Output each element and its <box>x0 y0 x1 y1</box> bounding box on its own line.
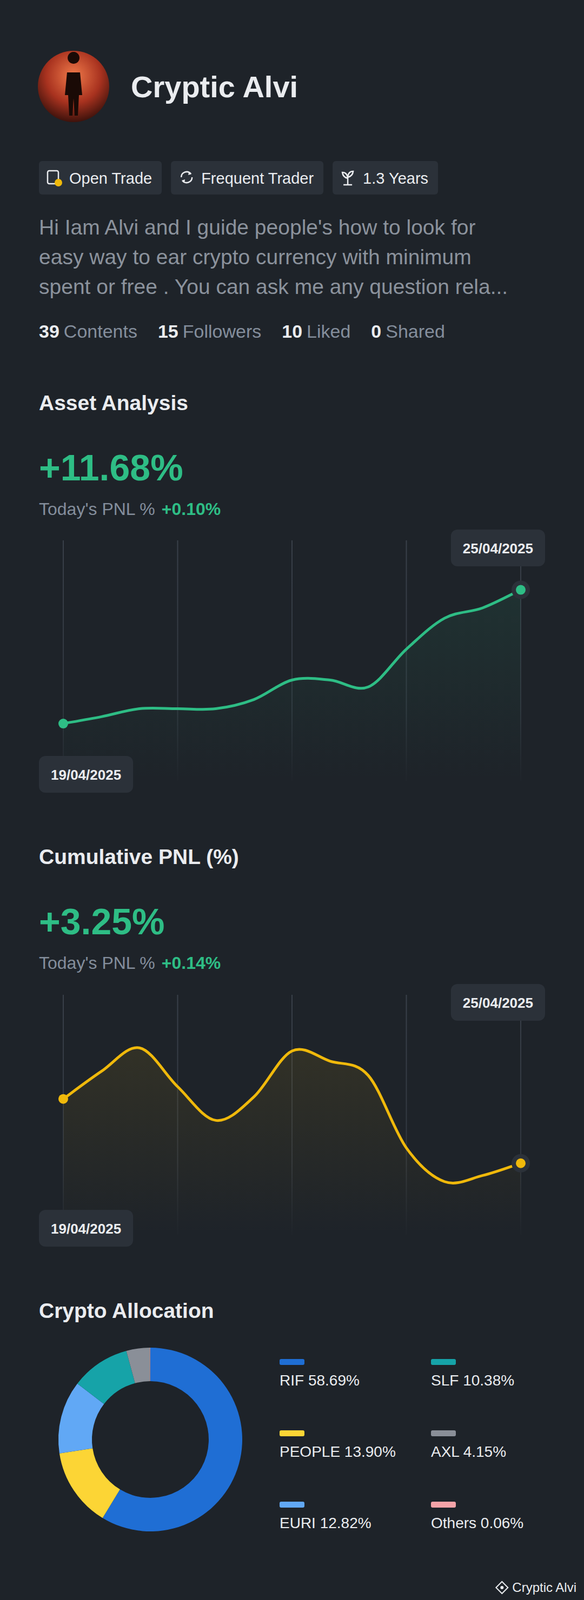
background <box>0 0 584 1600</box>
tag: 1.3 Years <box>332 161 438 195</box>
section-title: Crypto Allocation <box>38 1299 215 1324</box>
today-value: +0.10% <box>161 499 221 520</box>
legend-label: AXL 4.15% <box>430 1444 507 1462</box>
tag-label: Frequent Trader <box>201 169 314 188</box>
donut-slice <box>59 1449 121 1519</box>
legend-name: AXL <box>430 1444 460 1462</box>
date-box <box>450 984 546 1022</box>
today-label: Today's PNL % <box>38 499 156 520</box>
avatar-figure <box>64 51 83 116</box>
line-area <box>63 590 521 782</box>
line-series <box>63 1048 521 1185</box>
watermark: Cryptic Alvi <box>512 1581 577 1596</box>
donut-slice <box>77 1351 136 1405</box>
headline-value: +3.25% <box>38 901 165 943</box>
legend-value: 13.90% <box>344 1444 396 1462</box>
legend-swatch <box>430 1502 456 1509</box>
tag-box <box>170 161 324 195</box>
avatar <box>37 50 110 123</box>
bio-line: easy way to ear crypto currency with min… <box>38 245 472 269</box>
legend-value: 12.82% <box>320 1515 372 1533</box>
legend-swatch <box>430 1431 456 1438</box>
legend-name: Others <box>430 1515 477 1533</box>
legend-label: SLF 10.38% <box>430 1372 515 1390</box>
legend-label: EURI 12.82% <box>279 1515 372 1533</box>
section-title: Cumulative PNL (%) <box>38 845 240 869</box>
stat-label: Shared <box>385 321 446 342</box>
legend-swatch <box>279 1431 305 1438</box>
date-box <box>38 756 134 794</box>
start-dot <box>58 719 69 729</box>
tag-box <box>332 161 438 195</box>
watermark-icon <box>500 1587 504 1591</box>
line-series <box>63 590 521 725</box>
date-labels: 19/04/2025 25/04/2025 <box>38 984 546 1248</box>
tag: Frequent Trader <box>170 161 324 195</box>
tag: Open Trade <box>38 161 162 195</box>
legend-swatch <box>279 1502 305 1509</box>
screen: Cryptic Alvi Open Trade Frequent Trader 1.3… <box>0 0 584 1600</box>
plot-area <box>58 581 530 782</box>
tag-icon <box>54 178 63 187</box>
stat-value: 0 <box>370 321 382 342</box>
end-dot-halo <box>511 581 530 600</box>
bio-line: Hi Iam Alvi and I guide people's how to … <box>38 215 476 240</box>
stat-label: Contents <box>63 321 138 342</box>
bio-line: spent or free . You can ask me any quest… <box>38 275 508 299</box>
date-box <box>450 529 546 567</box>
legend-swatch <box>430 1359 456 1366</box>
legend-value: 58.69% <box>308 1372 360 1390</box>
stat-label: Followers <box>182 321 262 342</box>
today-value: +0.14% <box>161 953 221 974</box>
section-title: Asset Analysis <box>38 391 189 415</box>
donut-slice <box>149 1348 151 1383</box>
profile-name: Cryptic Alvi <box>130 69 298 104</box>
stat-value: 15 <box>157 321 179 342</box>
end-dot <box>515 1159 526 1170</box>
legend-value: 10.38% <box>462 1372 515 1390</box>
date-box <box>38 1210 134 1248</box>
donut-slice <box>126 1348 151 1385</box>
legend-swatch <box>279 1359 305 1366</box>
legend-name: RIF <box>279 1372 304 1390</box>
legend-label: PEOPLE 13.90% <box>279 1444 396 1462</box>
line-chart: 19/04/2025 25/04/2025 <box>38 984 546 1248</box>
today-label: Today's PNL % <box>38 953 156 974</box>
headline-value: +11.68% <box>38 447 184 489</box>
date-label: 25/04/2025 <box>462 995 534 1012</box>
tag-label: Open Trade <box>69 169 152 188</box>
line-area <box>63 1048 521 1236</box>
stat-label: Liked <box>306 321 351 342</box>
end-dot-halo <box>511 1155 530 1174</box>
legend: RIF 58.69% PEOPLE 13.90% EURI 12.82% SLF 10… <box>279 1359 524 1533</box>
tag-icon <box>181 171 192 183</box>
line-chart: 19/04/2025 25/04/2025 <box>38 529 546 794</box>
stat-value: 39 <box>38 321 60 342</box>
tag-icon <box>181 171 192 183</box>
legend-value: 0.06% <box>480 1515 524 1533</box>
donut <box>58 1348 243 1533</box>
date-label: 19/04/2025 <box>50 767 122 784</box>
watermark-icon <box>495 1582 508 1595</box>
plot-area <box>58 1048 530 1236</box>
date-label: 19/04/2025 <box>50 1221 122 1238</box>
legend-label: Others 0.06% <box>430 1515 524 1533</box>
legend-name: SLF <box>430 1372 459 1390</box>
end-dot <box>515 585 526 596</box>
legend-name: EURI <box>279 1515 316 1533</box>
date-labels: 19/04/2025 25/04/2025 <box>38 529 546 794</box>
start-dot <box>58 1095 69 1105</box>
legend-label: RIF 58.69% <box>279 1372 360 1390</box>
tag-icon <box>342 171 354 185</box>
stat-value: 10 <box>281 321 303 342</box>
legend-value: 4.15% <box>463 1444 507 1462</box>
tag-label: 1.3 Years <box>362 169 429 188</box>
date-label: 25/04/2025 <box>462 540 534 557</box>
legend-name: PEOPLE <box>279 1444 341 1462</box>
page: { "profile": { "name": "Cryptic Alvi", "… <box>0 0 584 1600</box>
tag-box <box>38 161 162 195</box>
